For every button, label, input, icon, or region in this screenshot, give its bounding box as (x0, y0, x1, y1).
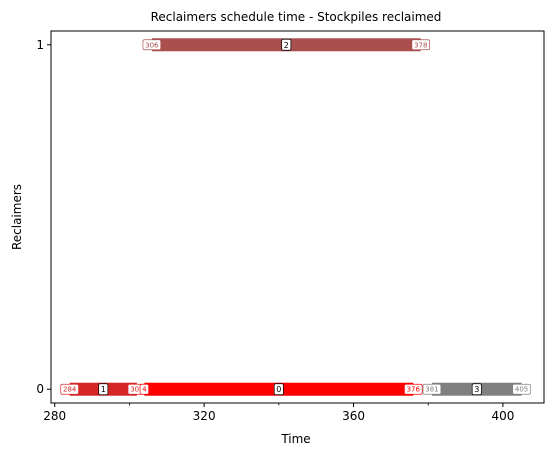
chart-title: Reclaimers schedule time - Stockpiles re… (151, 10, 442, 24)
x-axis: 280 320 360 400 (43, 403, 514, 423)
task-end-label-box (512, 383, 531, 395)
task-group: 4 376 0 (139, 382, 423, 396)
task-start-label-box (422, 383, 442, 395)
task-end-label-box (411, 39, 431, 51)
x-axis-title: Time (280, 432, 310, 446)
task-stockpile-label-box (471, 383, 482, 396)
x-tick-label: 320 (193, 409, 216, 423)
y-axis: 01 (36, 38, 51, 396)
task-end-label-box (404, 383, 423, 395)
task-group: 381 405 3 (422, 382, 531, 396)
y-tick-label: 1 (36, 38, 44, 52)
task-group: 284 302 1 (60, 382, 147, 396)
task-stockpile-label: 1 (101, 385, 106, 394)
task-end-label: 376 (407, 386, 421, 394)
task-stockpile-label: 0 (276, 385, 281, 394)
task-start-label: 381 (425, 386, 438, 394)
task-start-label: 4 (142, 386, 147, 394)
x-tick-label: 280 (43, 409, 66, 423)
task-start-label-box (139, 383, 150, 395)
x-tick-label: 360 (342, 409, 365, 423)
task-end-label: 302 (130, 386, 143, 394)
task-start-label-box (60, 383, 79, 395)
task-stockpile-label-box (273, 383, 284, 396)
task-start-label: 284 (63, 386, 77, 394)
bars-layer: 284 302 1 4 376 0 381 405 3 306 378 2 (60, 38, 531, 396)
task-stockpile-label-box (98, 383, 109, 396)
x-tick-label: 400 (491, 409, 514, 423)
task-group: 306 378 2 (142, 38, 431, 52)
task-stockpile-label-box (281, 38, 292, 51)
task-end-label: 378 (414, 41, 427, 49)
task-start-label: 306 (145, 41, 159, 49)
task-stockpile-label: 2 (284, 41, 289, 50)
task-start-label-box (142, 39, 162, 51)
y-axis-title: Reclaimers (10, 184, 24, 250)
y-tick-label: 0 (36, 382, 44, 396)
plot-frame (50, 30, 545, 404)
task-stockpile-label: 3 (474, 385, 479, 394)
task-end-label: 405 (515, 386, 528, 394)
